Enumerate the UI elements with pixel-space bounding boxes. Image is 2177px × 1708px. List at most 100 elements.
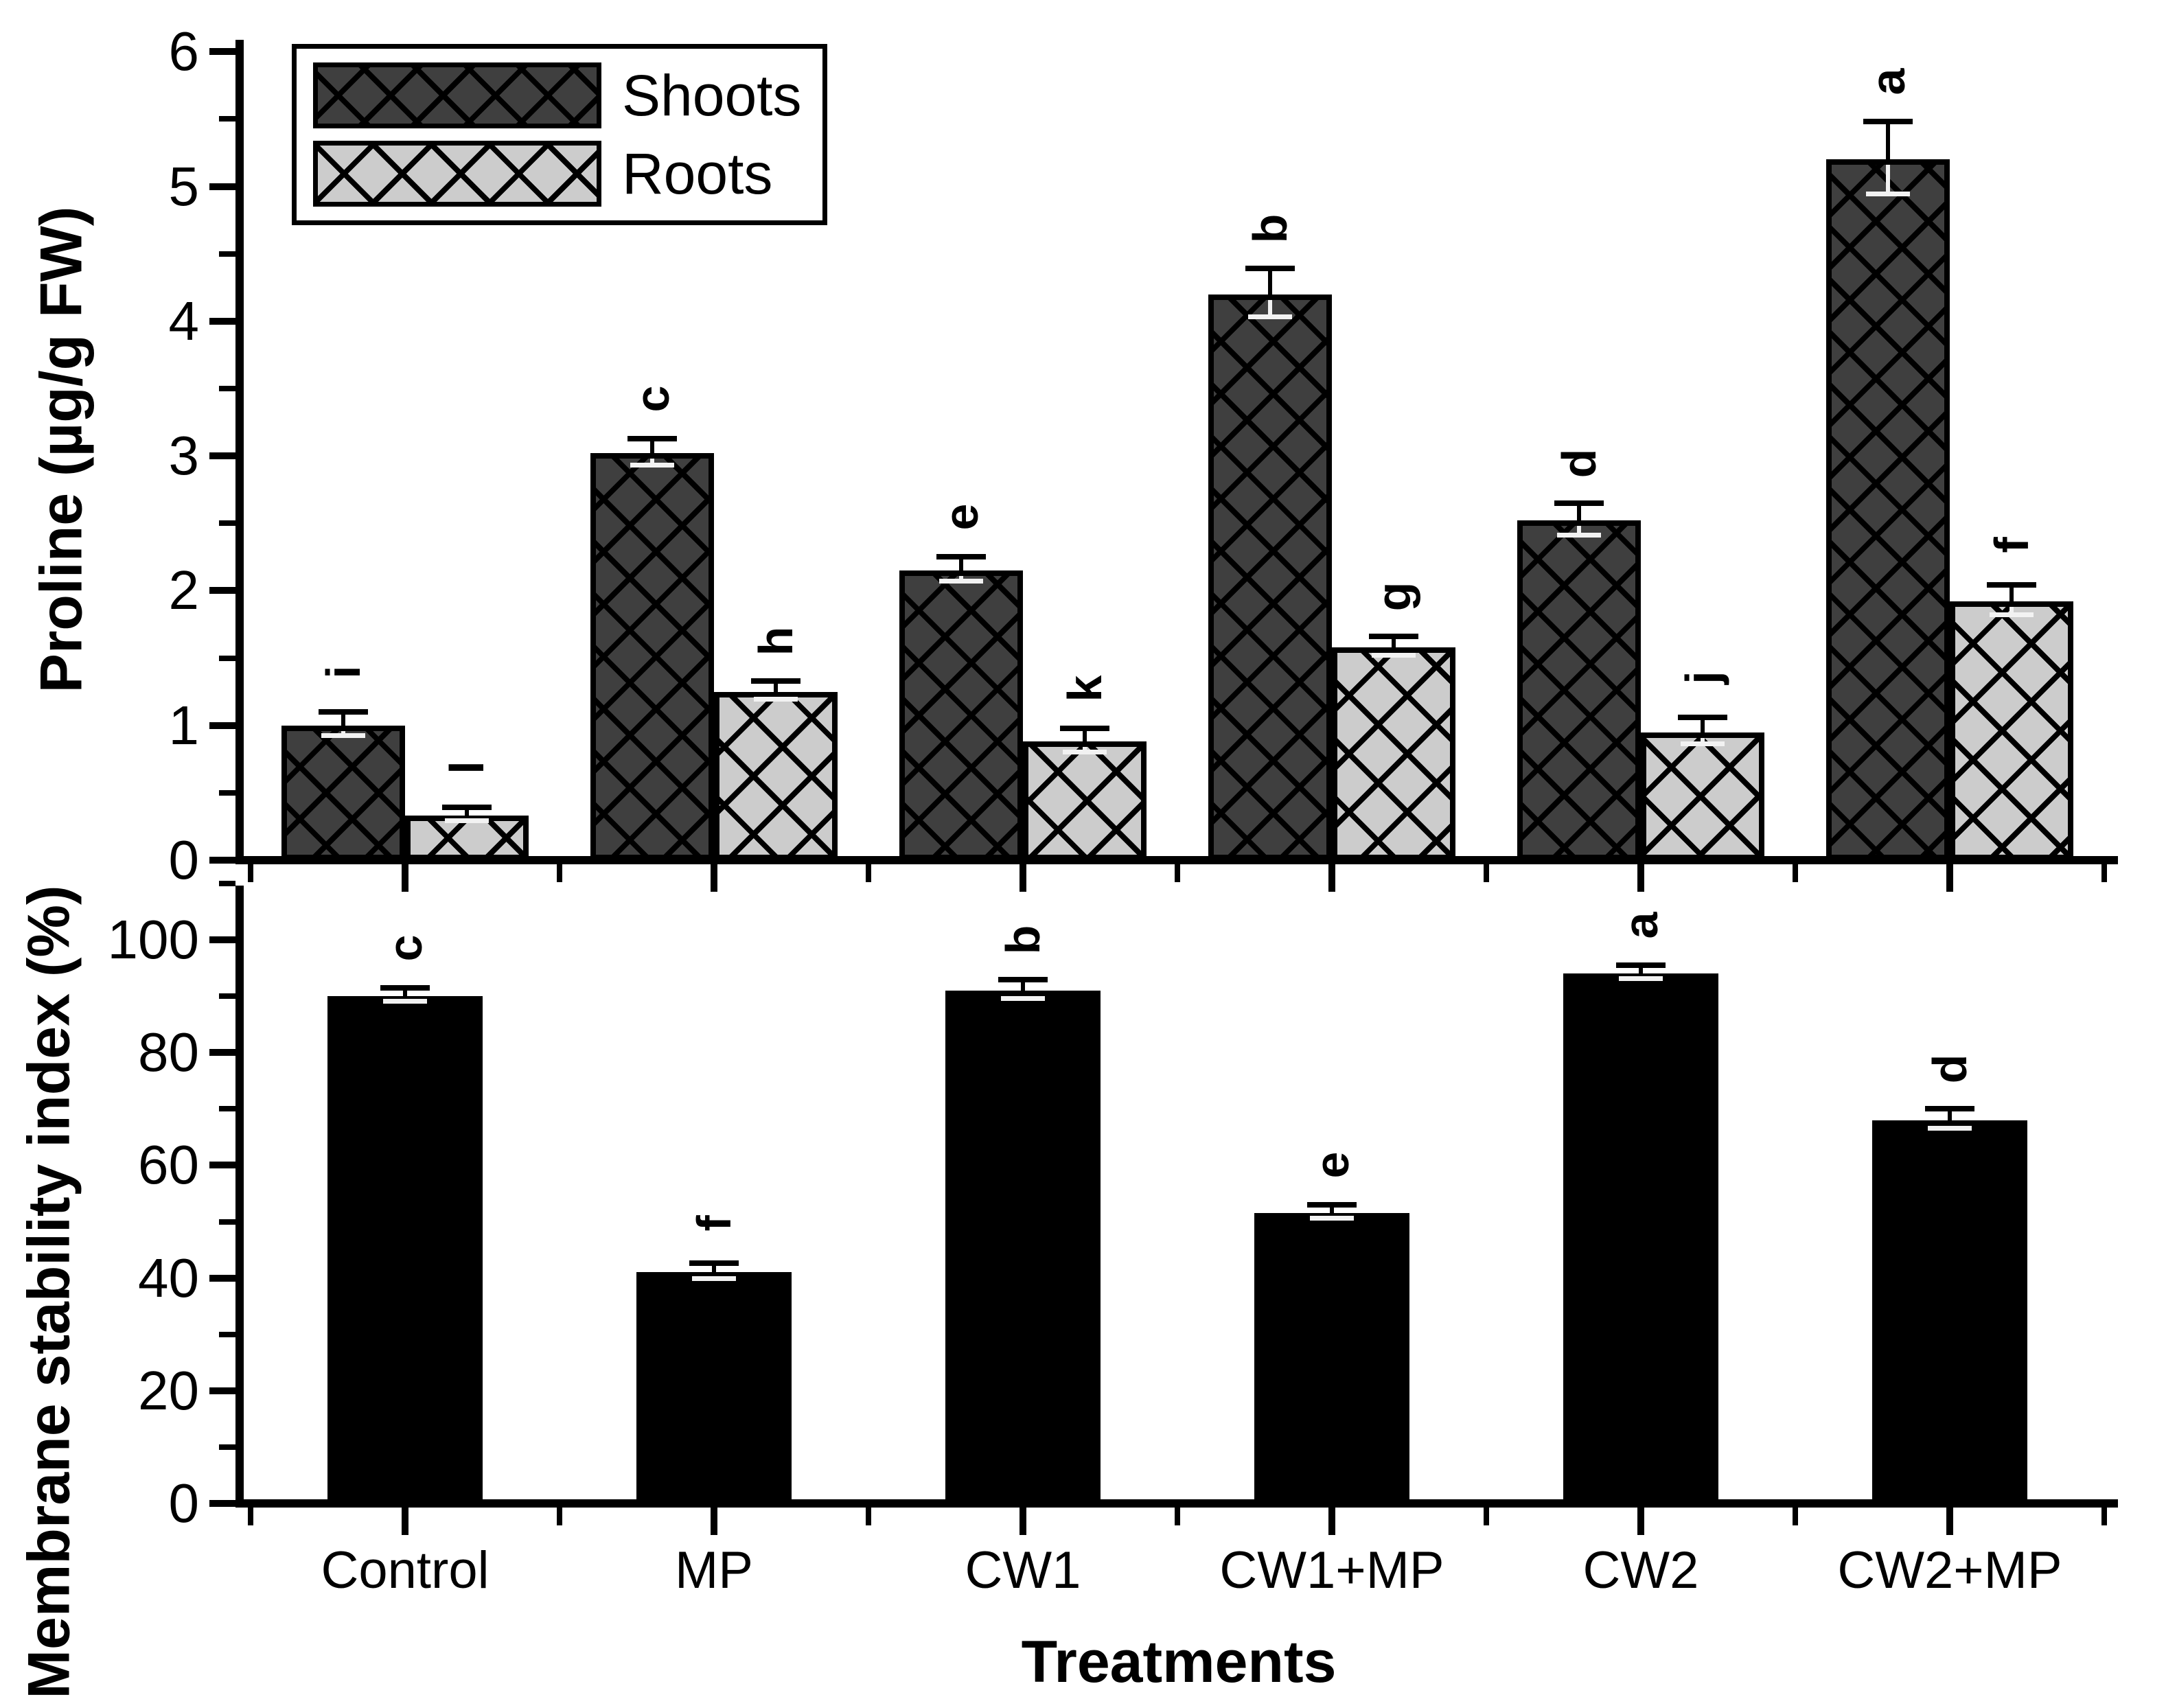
bar-shoots-cw1-mp xyxy=(1208,294,1332,860)
bar-roots-mp xyxy=(714,691,838,860)
top-panel-y-spine xyxy=(235,40,244,864)
error-bar-inner-cap xyxy=(321,733,365,739)
y-minor-tick xyxy=(219,385,235,391)
y-tick-label: 0 xyxy=(168,1473,200,1534)
y-major-tick xyxy=(209,1049,235,1057)
significance-letter: f xyxy=(1985,537,2038,554)
significance-letter: a xyxy=(1614,912,1668,939)
x-major-tick xyxy=(402,1508,408,1535)
y-minor-tick xyxy=(219,789,235,796)
error-bar-inner-cap xyxy=(1372,652,1416,658)
error-bar-inner-stem xyxy=(650,459,654,465)
error-bar-stem xyxy=(1639,968,1643,974)
error-bar-cap xyxy=(751,678,800,684)
y-tick-label: 0 xyxy=(168,829,200,890)
x-minor-tick xyxy=(1484,864,1489,882)
bar-shoots-mp xyxy=(590,453,714,860)
bar-membrane-cw1 xyxy=(945,990,1101,1503)
error-bar-inner-cap xyxy=(383,999,427,1004)
x-minor-tick xyxy=(1484,1508,1489,1525)
error-bar-inner-cap xyxy=(1557,532,1601,538)
error-bar-inner-cap xyxy=(630,462,674,468)
y-minor-tick xyxy=(219,1331,235,1337)
significance-letter: j xyxy=(1676,671,1729,684)
error-bar-stem xyxy=(774,683,778,692)
error-bar-cap xyxy=(627,435,677,441)
significance-letter: b xyxy=(1243,214,1297,244)
x-major-tick xyxy=(1946,1508,1953,1535)
x-major-tick xyxy=(711,864,717,892)
x-minor-tick xyxy=(248,1508,253,1525)
error-bar-cap xyxy=(442,805,492,811)
error-bar-inner-stem xyxy=(1577,526,1581,535)
x-tick-label: CW1+MP xyxy=(1219,1541,1444,1600)
significance-letter: c xyxy=(378,934,432,962)
y-minor-tick xyxy=(219,1219,235,1225)
error-bar-stem xyxy=(1577,505,1581,521)
y-minor-tick xyxy=(219,993,235,1000)
y-minor-tick xyxy=(219,1444,235,1450)
y-tick-label: 3 xyxy=(168,425,200,487)
bottom-panel-x-axis xyxy=(235,1499,2118,1508)
error-bar-cap xyxy=(1245,266,1295,272)
y-tick-label: 80 xyxy=(138,1022,199,1083)
error-bar-inner-cap xyxy=(1310,1216,1354,1221)
x-minor-tick xyxy=(557,1508,562,1525)
x-major-tick xyxy=(711,1508,717,1535)
bar-membrane-cw1-mp xyxy=(1254,1213,1409,1503)
x-minor-tick xyxy=(866,864,871,882)
x-major-tick xyxy=(1946,864,1953,892)
x-minor-tick xyxy=(866,1508,871,1525)
y-major-tick xyxy=(209,183,235,190)
x-major-tick xyxy=(402,864,408,892)
x-major-tick xyxy=(1328,864,1335,892)
error-bar-cap xyxy=(1863,119,1913,125)
error-bar-cap xyxy=(319,708,368,715)
bar-roots-cw2 xyxy=(1641,732,1764,860)
x-minor-tick xyxy=(1793,864,1798,882)
y-minor-tick xyxy=(219,880,235,886)
x-minor-tick xyxy=(2101,864,2107,882)
y-minor-tick xyxy=(219,1106,235,1112)
significance-letter: l xyxy=(440,761,494,775)
error-bar-inner-cap xyxy=(692,1276,736,1282)
bar-membrane-cw2 xyxy=(1563,973,1718,1503)
y-major-tick xyxy=(209,857,235,864)
y-minor-tick xyxy=(219,655,235,661)
error-bar-cap xyxy=(1987,582,2036,588)
y-tick-label: 60 xyxy=(138,1134,199,1196)
y-minor-tick xyxy=(219,251,235,257)
y-major-tick xyxy=(209,1162,235,1169)
significance-letter: k xyxy=(1058,675,1111,702)
error-bar-cap xyxy=(1678,714,1727,720)
legend-label-shoots: Shoots xyxy=(622,63,802,128)
error-bar-stem xyxy=(712,1265,716,1273)
error-bar-cap xyxy=(1554,500,1604,506)
significance-letter: b xyxy=(996,925,1050,954)
y-major-tick xyxy=(209,317,235,325)
legend: Shoots Roots xyxy=(292,44,827,225)
error-bar-stem xyxy=(650,441,654,454)
x-minor-tick xyxy=(248,864,253,882)
error-bar-inner-cap xyxy=(1866,192,1910,197)
y-major-tick xyxy=(209,48,235,56)
y-major-tick xyxy=(209,1274,235,1282)
x-major-tick xyxy=(1020,864,1026,892)
error-bar-cap xyxy=(1925,1106,1974,1112)
x-tick-label: MP xyxy=(675,1541,753,1600)
bar-roots-cw2-mp xyxy=(1950,601,2073,860)
bar-membrane-mp xyxy=(636,1272,792,1503)
significance-letter: g xyxy=(1367,581,1420,612)
error-bar-stem xyxy=(2009,588,2014,602)
y-tick-label: 100 xyxy=(107,909,199,970)
x-minor-tick xyxy=(1175,1508,1180,1525)
y-tick-label: 40 xyxy=(138,1247,199,1308)
bar-roots-cw1-mp xyxy=(1332,647,1455,860)
error-bar-stem xyxy=(1268,271,1272,295)
y-minor-tick xyxy=(219,520,235,527)
y-major-tick xyxy=(209,1500,235,1507)
y-major-tick xyxy=(209,722,235,729)
significance-letter: c xyxy=(625,385,679,412)
error-bar-inner-cap xyxy=(1928,1126,1972,1131)
